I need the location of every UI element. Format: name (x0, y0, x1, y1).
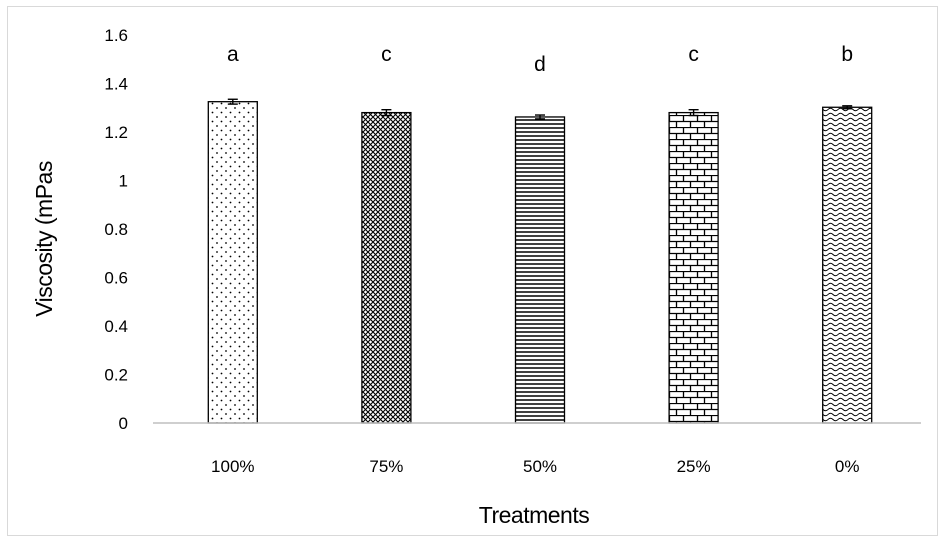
y-tick-label: 0.6 (104, 269, 128, 288)
significance-letter: a (227, 43, 239, 66)
y-tick-label: 1.2 (104, 123, 128, 142)
y-tick-label: 1 (119, 172, 128, 191)
error-bar (227, 98, 238, 105)
chart-area: 0 0.2 0.4 0.6 0.8 1 1.2 1.4 1.6 100% 75% 50% 25% 0% … (7, 6, 938, 536)
significance-letter: d (534, 53, 546, 76)
bar-5 (822, 106, 873, 424)
x-tick-label: 75% (369, 457, 403, 476)
significance-letter: c (688, 43, 699, 66)
significance-letter: c (381, 43, 392, 66)
error-bar (842, 105, 853, 110)
x-tick-label: 0% (835, 457, 860, 476)
y-axis-title: Viscosity (mPas (31, 161, 57, 317)
y-tick-label: 0 (119, 414, 128, 433)
error-bar (688, 108, 699, 117)
bar-series (207, 98, 873, 424)
y-tick-label: 0.2 (104, 366, 128, 385)
error-bar (535, 114, 545, 120)
bar-chart: 00.20.40.60.811.21.41.6 100% 75% 50% 25% 0% … (31, 26, 921, 528)
y-tick-label: 0.8 (104, 220, 128, 239)
x-axis-title: Treatments (479, 502, 589, 528)
y-axis-tick-labels: 0 0.2 0.4 0.6 0.8 1 1.2 1.4 1.6 (104, 26, 128, 433)
error-bar (381, 108, 392, 117)
bar-1 (207, 101, 258, 424)
x-tick-label: 25% (677, 457, 711, 476)
x-tick-label: 100% (211, 457, 254, 476)
y-tick-label: 1.4 (104, 75, 128, 94)
x-tick-label: 50% (523, 457, 557, 476)
y-tick-label: 1.6 (104, 26, 128, 45)
bar-2 (361, 111, 412, 424)
bar-3 (514, 116, 566, 424)
x-axis-tick-labels: 100% 75% 50% 25% 0% (211, 457, 859, 476)
significance-letter: b (841, 43, 853, 66)
y-tick-label: 0.4 (104, 317, 128, 336)
bar-4 (668, 111, 719, 424)
